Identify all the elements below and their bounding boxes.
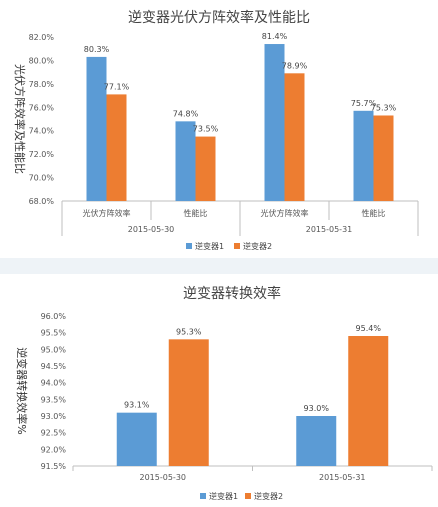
- bar-inverter2: [106, 94, 127, 201]
- x-category-label: 性能比: [184, 208, 208, 218]
- legend-swatch-inverter1: [200, 493, 206, 499]
- data-label: 78.9%: [282, 61, 308, 70]
- chart-title: 逆变器光伏方阵效率及性能比: [128, 9, 310, 26]
- bar-inverter1: [116, 412, 157, 466]
- data-label: 75.7%: [351, 99, 377, 108]
- x-category-label: 2015-05-30: [140, 473, 187, 482]
- y-tick-label: 70.0%: [29, 174, 55, 183]
- x-category-label: 光伏方阵效率: [83, 208, 131, 218]
- y-tick-label: 92.5%: [41, 429, 67, 438]
- bar-inverter2: [348, 336, 389, 466]
- legend-label-inverter2: 逆变器2: [243, 241, 272, 251]
- bar-inverter1: [296, 416, 337, 466]
- x-category-label: 2015-05-31: [319, 473, 366, 482]
- y-axis-title: 逆变器转换效率%: [15, 347, 29, 434]
- x-category-label: 性能比: [362, 208, 386, 218]
- y-axis-title: 光伏方阵效率及性能比: [13, 64, 27, 174]
- y-tick-label: 96.0%: [41, 312, 67, 321]
- y-tick-label: 95.5%: [41, 329, 67, 338]
- y-tick-label: 74.0%: [29, 127, 55, 136]
- bar-inverter1: [264, 44, 285, 202]
- data-label: 95.3%: [176, 327, 202, 336]
- bar-inverter1: [86, 56, 107, 201]
- chart-title: 逆变器转换效率: [183, 285, 281, 302]
- chart-conversion-efficiency: 逆变器转换效率 96.0% 95.5% 95.0% 94.5% 94.0% 93.5% 93.…: [15, 285, 433, 501]
- y-tick-label: 76.0%: [29, 103, 55, 112]
- y-tick-label: 93.0%: [41, 412, 67, 421]
- y-tick-label: 93.5%: [41, 395, 67, 404]
- y-tick-label: 68.0%: [29, 197, 55, 206]
- data-label: 95.4%: [356, 324, 382, 333]
- x-group-label: 2015-05-31: [306, 225, 353, 234]
- chart-panel-efficiency-performance: 逆变器光伏方阵效率及性能比 82.0% 80.0% 78.0% 76.0% 74.0% 72…: [13, 9, 419, 251]
- data-label: 73.5%: [193, 125, 219, 134]
- y-tick-label: 94.5%: [41, 362, 67, 371]
- data-label: 75.3%: [371, 103, 397, 112]
- data-label: 81.4%: [262, 32, 288, 41]
- bar-inverter2: [373, 115, 394, 201]
- y-tick-label: 92.0%: [41, 445, 67, 454]
- y-tick-label: 91.5%: [41, 462, 67, 471]
- y-tick-label: 82.0%: [29, 33, 55, 42]
- data-label: 93.0%: [304, 404, 330, 413]
- y-tick-label: 72.0%: [29, 150, 55, 159]
- bar-inverter2: [168, 339, 209, 466]
- bar-inverter1: [175, 121, 196, 201]
- legend-swatch-inverter2: [245, 493, 251, 499]
- bar-inverter2: [284, 73, 305, 201]
- y-tick-label: 95.0%: [41, 345, 67, 354]
- legend-label-inverter1: 逆变器1: [195, 241, 224, 251]
- chart-panel-conversion-efficiency: 逆变器转换效率 96.0% 95.5% 95.0% 94.5% 94.0% 93.5% 93.…: [0, 274, 438, 507]
- x-group-label: 2015-05-30: [128, 225, 175, 234]
- x-category-label: 光伏方阵效率: [261, 208, 309, 218]
- y-tick-label: 78.0%: [29, 80, 55, 89]
- panel-divider: [0, 258, 438, 274]
- data-label: 77.1%: [104, 82, 130, 91]
- legend-label-inverter1: 逆变器1: [209, 491, 238, 501]
- y-tick-label: 80.0%: [29, 56, 55, 65]
- data-label: 93.1%: [124, 401, 150, 410]
- y-tick-label: 94.0%: [41, 379, 67, 388]
- chart-efficiency-performance: 逆变器光伏方阵效率及性能比 82.0% 80.0% 78.0% 76.0% 74.0% 72…: [13, 9, 419, 251]
- data-label: 74.8%: [173, 109, 199, 118]
- legend-swatch-inverter2: [234, 243, 240, 249]
- bar-inverter2: [195, 136, 216, 201]
- data-label: 80.3%: [84, 45, 110, 54]
- legend-swatch-inverter1: [186, 243, 192, 249]
- bar-inverter1: [353, 110, 374, 201]
- legend-label-inverter2: 逆变器2: [254, 491, 283, 501]
